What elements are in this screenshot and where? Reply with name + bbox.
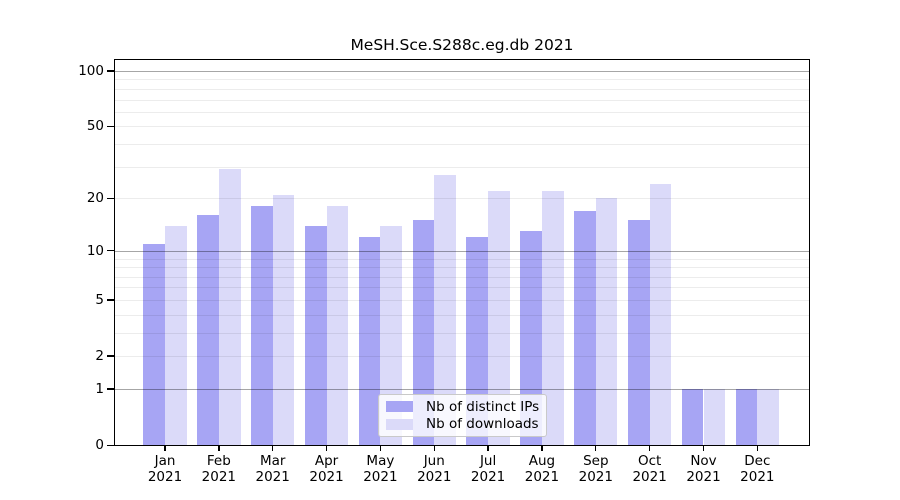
- legend-swatch-distinct-ips: [386, 401, 413, 412]
- gridline-minor: [114, 332, 810, 334]
- bar-distinct-ips: [197, 215, 219, 446]
- bar-distinct-ips: [466, 237, 489, 446]
- y-axis-tick-label: 0: [95, 437, 104, 454]
- y-axis-tick: [107, 250, 114, 252]
- x-axis-tick-label: Jul 2021: [470, 453, 506, 485]
- x-axis-tick-label: Jun 2021: [417, 453, 452, 485]
- y-axis-tick-label: 10: [86, 242, 104, 259]
- x-axis-tick: [379, 446, 382, 451]
- x-axis-tick: [218, 446, 220, 451]
- bar-downloads: [380, 225, 403, 446]
- bar-downloads: [218, 169, 241, 446]
- gridline-minor: [114, 144, 810, 146]
- gridline-major: [114, 388, 810, 390]
- y-axis-tick-label: 20: [86, 190, 104, 207]
- legend-item-distinct-ips: Nb of distinct IPs: [386, 399, 539, 415]
- legend-label-distinct-ips: Nb of distinct IPs: [426, 398, 540, 415]
- gridline-minor: [114, 111, 810, 113]
- bar-downloads: [757, 388, 780, 446]
- x-axis-tick: [595, 446, 597, 451]
- x-axis-tick-label: Nov 2021: [686, 453, 721, 485]
- x-axis-tick: [541, 446, 543, 451]
- gridline-minor: [114, 299, 810, 301]
- bar-distinct-ips: [304, 225, 327, 446]
- y-axis-tick: [107, 444, 114, 446]
- x-axis-tick: [325, 446, 328, 451]
- x-axis-tick: [702, 446, 705, 451]
- bar-distinct-ips: [681, 388, 704, 446]
- legend-swatch-downloads: [386, 419, 413, 430]
- legend-label-downloads: Nb of downloads: [426, 416, 539, 433]
- gridline-major: [114, 250, 810, 252]
- gridline-minor: [114, 287, 810, 289]
- x-axis-tick: [433, 446, 435, 451]
- x-axis-tick: [272, 446, 274, 451]
- y-axis-tick: [107, 355, 114, 357]
- gridline-minor: [114, 126, 810, 128]
- x-axis-tick: [487, 446, 489, 451]
- bar-distinct-ips: [412, 220, 435, 446]
- bar-distinct-ips: [627, 220, 650, 446]
- gridline-minor: [114, 198, 810, 200]
- gridline-minor: [114, 258, 810, 260]
- x-axis-tick-label: Dec 2021: [740, 453, 775, 485]
- plot-area: [114, 59, 810, 446]
- y-axis-tick-label: 1: [95, 380, 104, 397]
- bar-downloads: [434, 175, 456, 446]
- gridline-major: [114, 70, 810, 72]
- y-axis-tick: [107, 125, 114, 128]
- bar-downloads: [703, 388, 726, 446]
- gridline-minor: [114, 166, 810, 168]
- bar-downloads: [326, 206, 349, 446]
- x-axis-tick-label: Mar 2021: [255, 453, 290, 485]
- gridline-minor: [114, 88, 810, 90]
- bar-distinct-ips: [251, 206, 273, 446]
- gridline-minor: [114, 314, 810, 316]
- y-axis-tick: [107, 197, 114, 200]
- bar-distinct-ips: [520, 231, 542, 446]
- bar-downloads: [541, 190, 564, 446]
- y-axis-tick-label: 50: [86, 118, 104, 135]
- bar-distinct-ips: [574, 210, 596, 446]
- x-axis-tick: [164, 446, 166, 451]
- legend-item-downloads: Nb of downloads: [386, 416, 539, 432]
- bar-downloads: [272, 194, 295, 446]
- x-axis-tick-label: Feb 2021: [201, 453, 237, 485]
- y-axis-tick: [107, 299, 114, 301]
- bar-distinct-ips: [143, 243, 165, 446]
- gridline-minor: [114, 276, 810, 278]
- gridline-minor: [114, 356, 810, 358]
- y-axis-tick-label: 2: [95, 348, 104, 365]
- x-axis-tick-label: Sep 2021: [578, 453, 613, 485]
- bar-distinct-ips: [358, 237, 381, 446]
- bar-downloads: [595, 198, 618, 446]
- y-axis-tick-label: 5: [95, 291, 104, 308]
- bar-distinct-ips: [735, 388, 758, 446]
- bar-downloads: [165, 225, 187, 446]
- gridline-minor: [114, 99, 810, 101]
- x-axis-tick-label: May 2021: [363, 453, 398, 485]
- bar-downloads: [649, 184, 672, 446]
- legend: Nb of distinct IPs Nb of downloads: [378, 394, 547, 437]
- x-axis-tick: [648, 446, 651, 451]
- bar-downloads: [488, 190, 510, 446]
- y-axis-tick: [107, 388, 114, 390]
- gridline-minor: [114, 267, 810, 269]
- chart-title: MeSH.Sce.S288c.eg.db 2021: [350, 36, 574, 54]
- y-axis-tick: [107, 70, 114, 72]
- x-axis-tick-label: Apr 2021: [309, 453, 344, 485]
- x-axis-tick-label: Aug 2021: [524, 453, 560, 485]
- x-axis-tick-label: Jan 2021: [147, 453, 183, 485]
- x-axis-tick: [756, 446, 759, 451]
- gridline-minor: [114, 79, 810, 81]
- x-axis-tick-label: Oct 2021: [632, 453, 667, 485]
- y-axis-tick-label: 100: [78, 62, 104, 79]
